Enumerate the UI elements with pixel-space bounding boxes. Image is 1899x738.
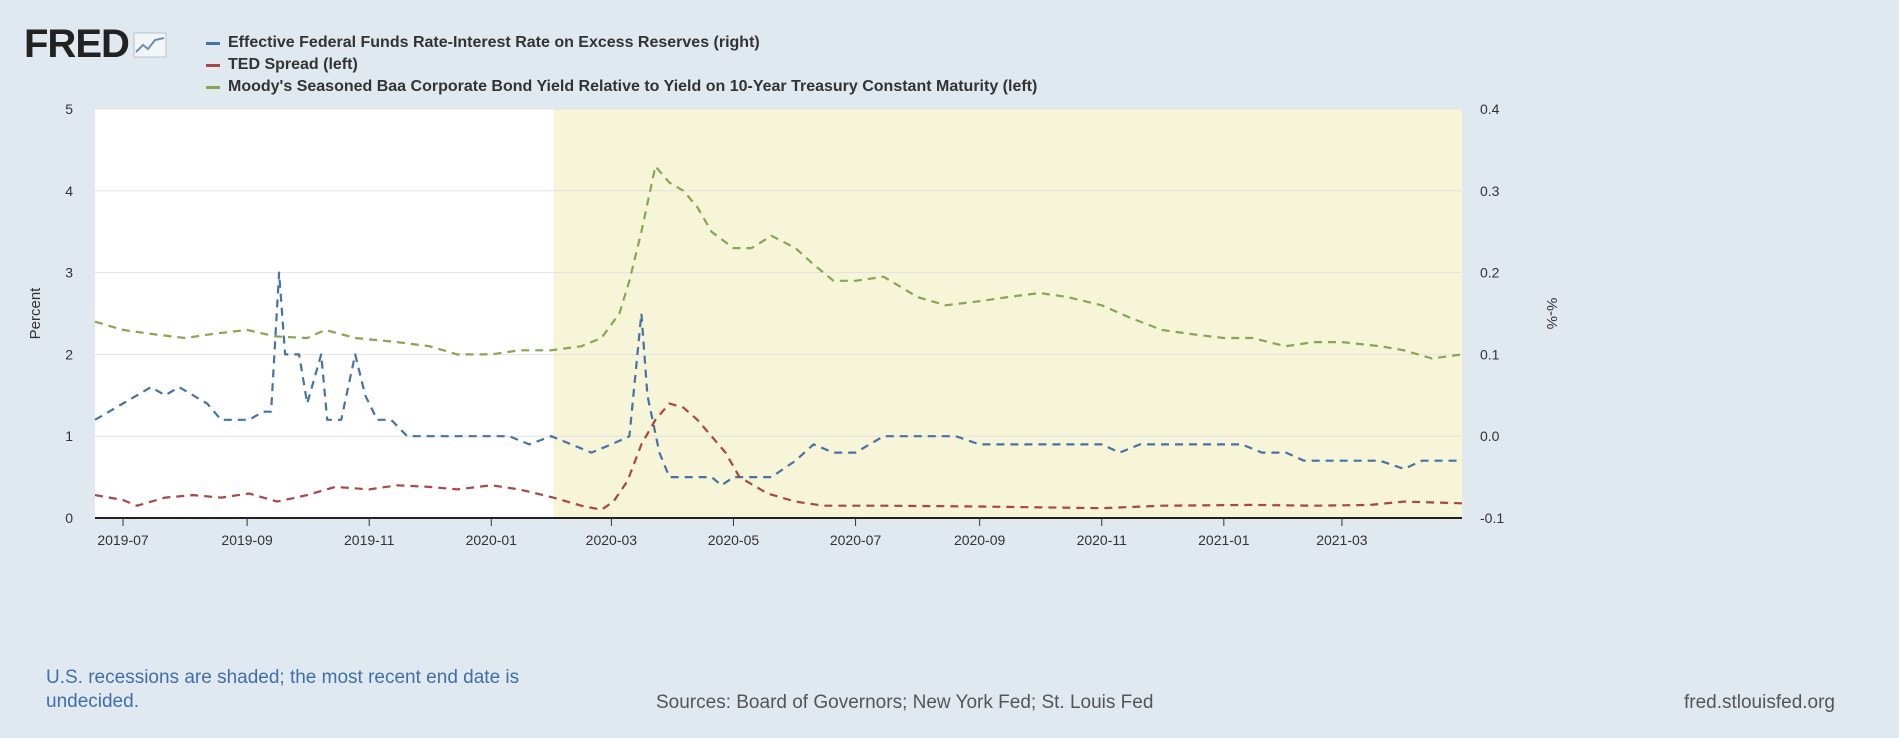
left-tick-label: 3 xyxy=(65,265,73,281)
site-link[interactable]: fred.stlouisfed.org xyxy=(1683,692,1835,713)
left-tick-label: 0 xyxy=(65,510,73,526)
legend-item[interactable]: Moody's Seasoned Baa Corporate Bond Yiel… xyxy=(206,76,1037,98)
x-tick-label: 2020-03 xyxy=(586,532,638,548)
x-tick-label: 2019-07 xyxy=(97,532,149,548)
recession-note: U.S. recessions are shaded; the most rec… xyxy=(46,667,520,712)
right-tick-label: 0.0 xyxy=(1480,428,1500,444)
line-graph-icon xyxy=(133,32,167,57)
x-tick-label: 2021-01 xyxy=(1198,532,1250,548)
left-tick-label: 2 xyxy=(65,346,73,362)
x-tick-label: 2019-09 xyxy=(221,532,273,548)
right-tick-label: 0.3 xyxy=(1480,183,1500,199)
right-tick-label: 0.1 xyxy=(1480,346,1500,362)
legend-label: Moody's Seasoned Baa Corporate Bond Yiel… xyxy=(228,78,1038,95)
legend-label: Effective Federal Funds Rate-Interest Ra… xyxy=(228,34,760,51)
right-axis-title: %-% xyxy=(1543,298,1560,330)
x-tick-label: 2019-11 xyxy=(344,532,395,548)
x-tick-label: 2020-07 xyxy=(830,532,882,548)
x-tick-label: 2021-03 xyxy=(1316,532,1368,548)
sources-text: Sources: Board of Governors; New York Fe… xyxy=(656,692,1154,713)
x-tick-label: 2020-11 xyxy=(1077,532,1128,548)
legend-swatch xyxy=(206,63,220,67)
fred-logo[interactable]: FRED xyxy=(24,22,167,67)
plot-background-layer xyxy=(95,109,1462,518)
x-tick-label: 2020-05 xyxy=(708,532,760,548)
right-tick-label: 0.2 xyxy=(1480,265,1500,281)
left-tick-label: 4 xyxy=(65,183,73,199)
x-tick-label: 2020-01 xyxy=(466,532,518,548)
series-line-1 xyxy=(94,271,1462,487)
left-tick-label: 5 xyxy=(65,101,73,117)
series-line-3 xyxy=(94,165,1463,360)
recession-shading xyxy=(553,109,1462,518)
chart-legend: Effective Federal Funds Rate-Interest Ra… xyxy=(206,32,1037,98)
left-tick-label: 1 xyxy=(65,428,73,444)
legend-swatch xyxy=(206,41,220,45)
left-axis-title: Percent xyxy=(27,287,44,340)
legend-label: TED Spread (left) xyxy=(228,56,358,73)
fred-logo-text: FRED xyxy=(24,22,130,66)
axes: 0 1 2 3 4 5 -0.1 0.0 0.1 0.2 0.3 0.4 2019-07 2019-09 2… xyxy=(27,101,1560,548)
legend-item[interactable]: Effective Federal Funds Rate-Interest Ra… xyxy=(206,32,1037,54)
legend-swatch xyxy=(206,85,220,89)
legend-item[interactable]: TED Spread (left) xyxy=(206,54,1037,76)
right-tick-label: -0.1 xyxy=(1480,510,1504,526)
series-layer xyxy=(94,165,1463,511)
right-tick-label: 0.4 xyxy=(1480,101,1500,117)
x-tick-label: 2020-09 xyxy=(954,532,1006,548)
